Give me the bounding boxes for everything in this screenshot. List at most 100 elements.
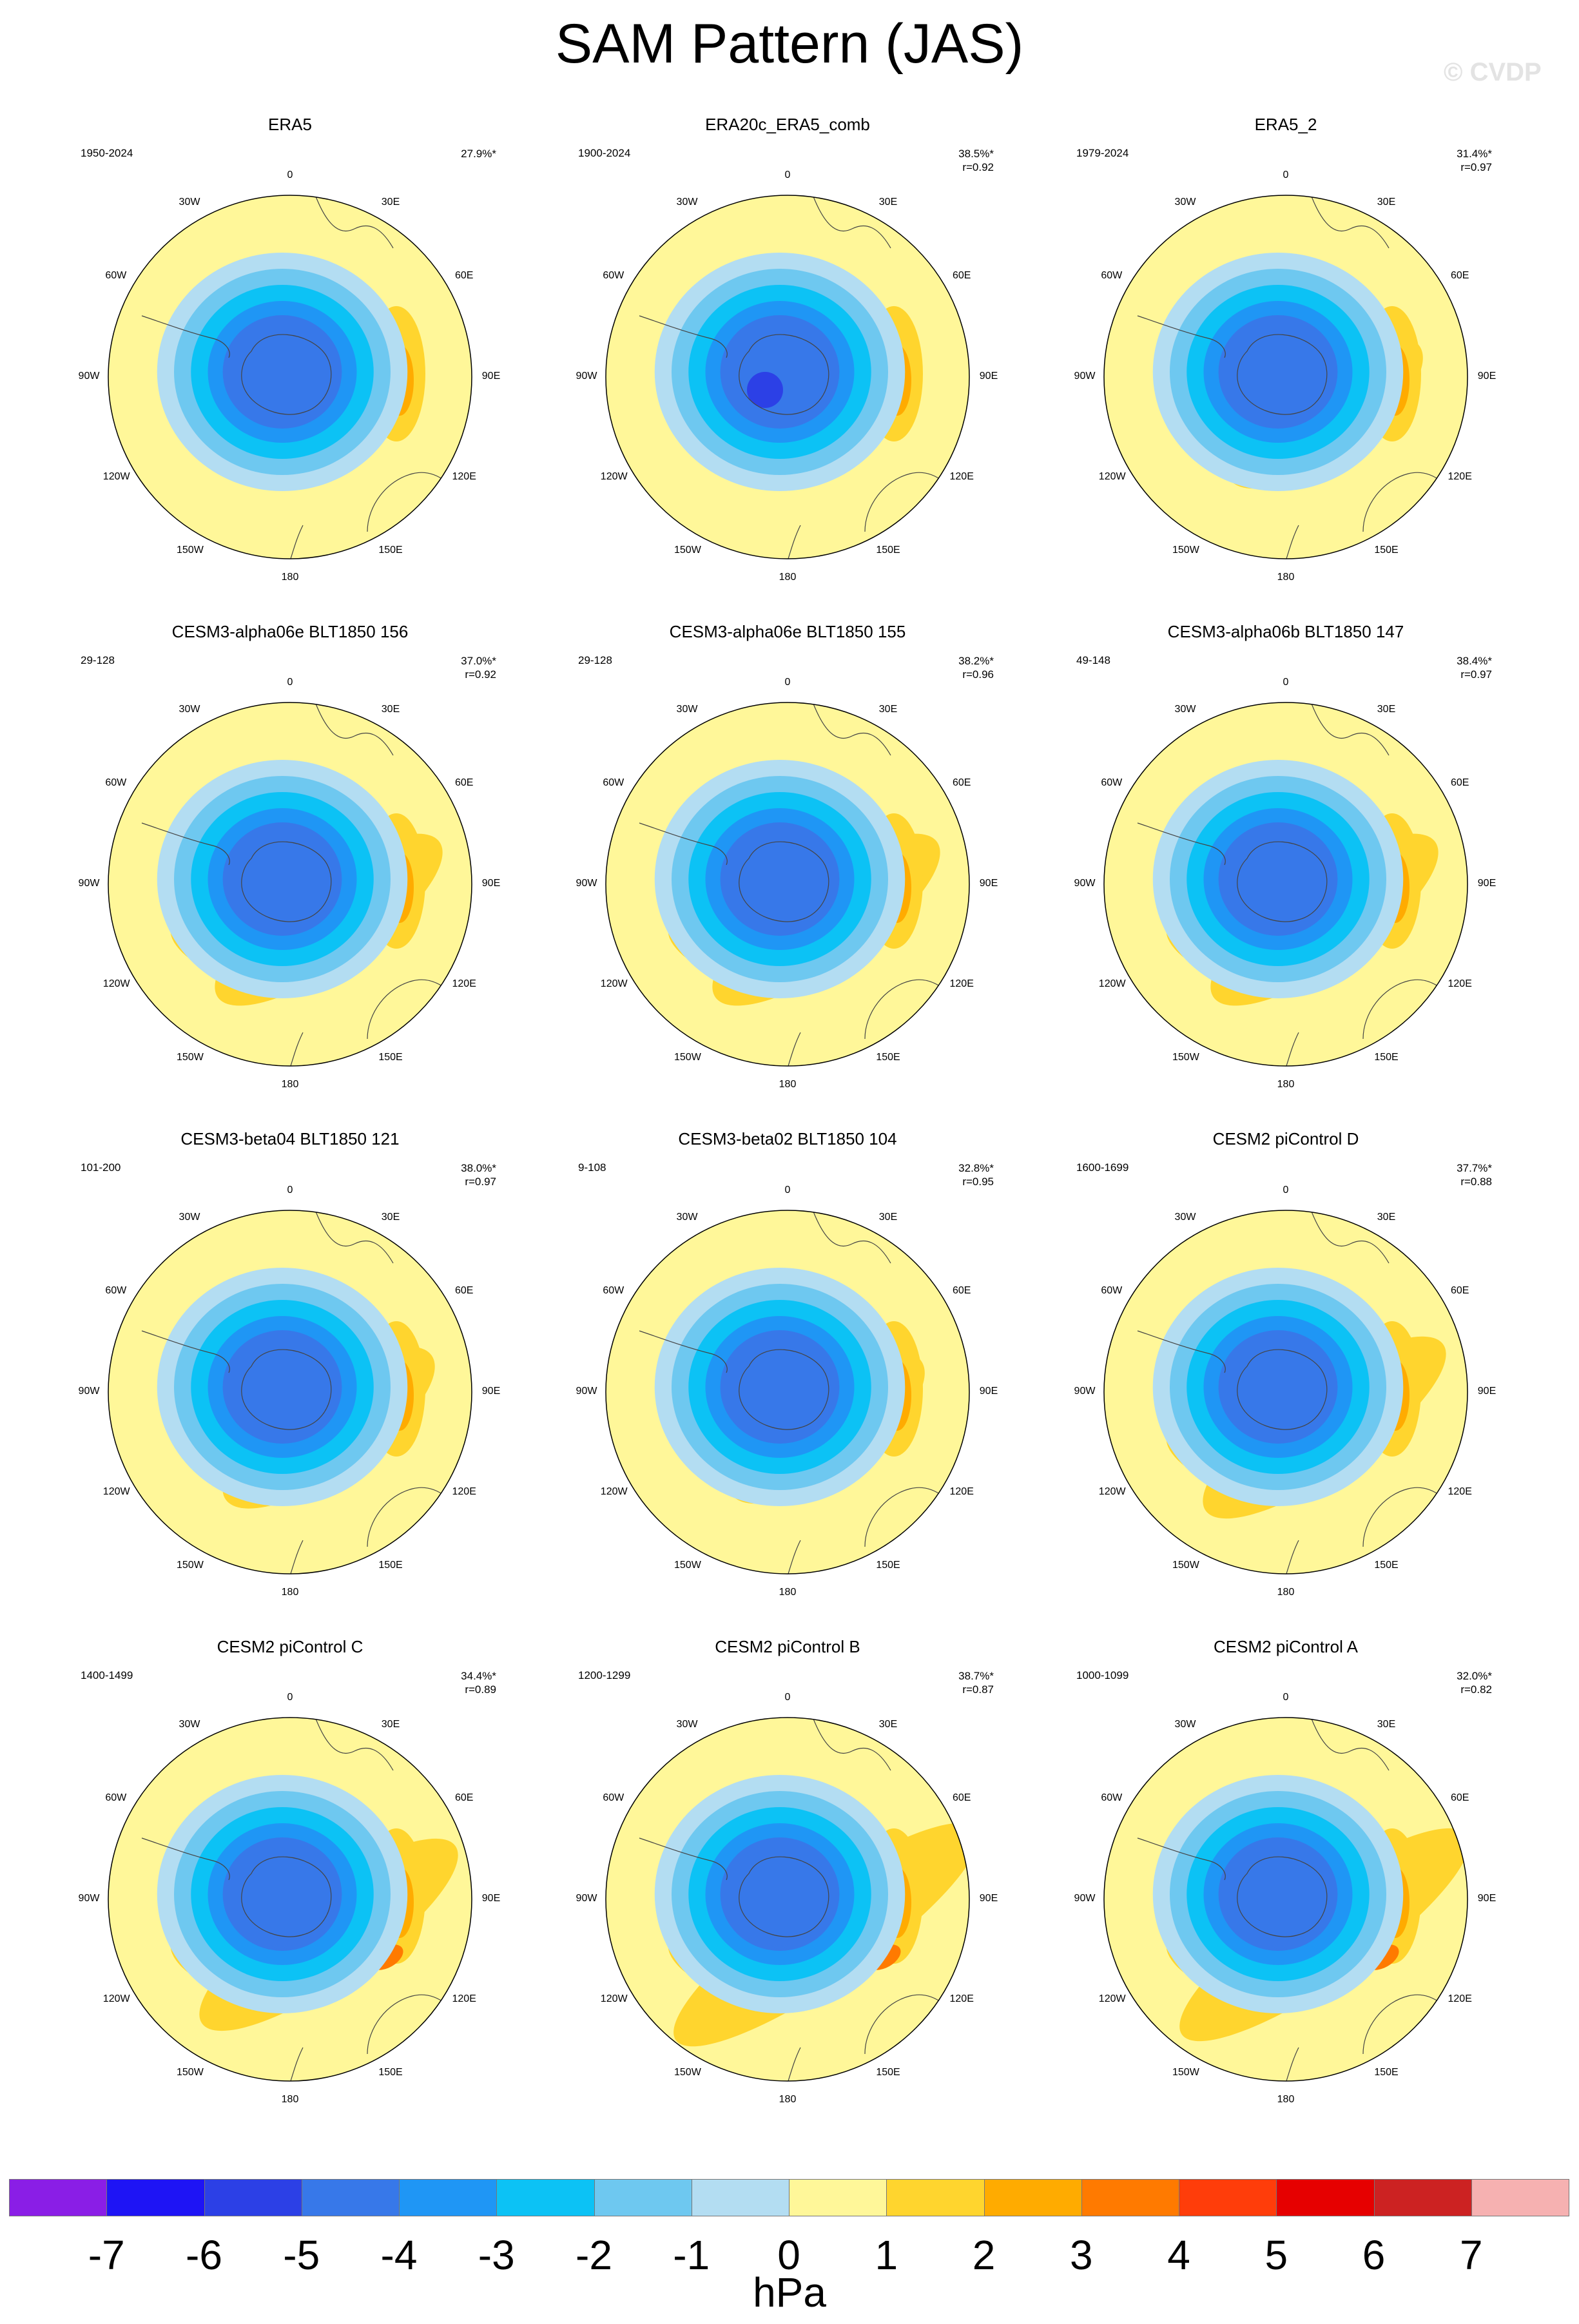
panel-correlation: r=0.82 — [1460, 1683, 1492, 1696]
colorbar-swatch — [594, 2179, 692, 2216]
longitude-label: 60E — [454, 1285, 474, 1296]
longitude-label: 30W — [1174, 1211, 1196, 1223]
negative-anomaly-contour — [222, 1837, 342, 1951]
longitude-label: 90W — [78, 1893, 100, 1904]
antarctica-coastline — [241, 1349, 332, 1430]
colorbar-tick-label: 4 — [1167, 2232, 1190, 2278]
colorbar-tick-label: 3 — [1069, 2232, 1093, 2278]
longitude-label: 90E — [481, 1893, 501, 1904]
longitude-label: 90E — [1477, 878, 1497, 889]
longitude-label: 120E — [452, 471, 476, 482]
map-border — [1103, 195, 1468, 559]
longitude-label: 30W — [1174, 196, 1196, 208]
longitude-label: 60W — [603, 1792, 625, 1803]
longitude-label: 120E — [949, 1993, 974, 2004]
longitude-label: 150W — [674, 2067, 701, 2078]
map-border — [605, 1210, 970, 1574]
polar-map — [605, 195, 970, 559]
africa-coastline — [1311, 703, 1390, 756]
negative-anomaly-contour — [222, 315, 342, 429]
negative-anomaly-contour — [1218, 1330, 1338, 1444]
longitude-label: 60E — [1450, 1792, 1469, 1803]
longitude-label: 30W — [179, 1718, 200, 1730]
longitude-label: 150W — [177, 1560, 204, 1571]
longitude-label: 90W — [78, 371, 100, 382]
longitude-label: 150E — [876, 2067, 900, 2078]
antarctica-coastline — [739, 334, 829, 415]
longitude-label: 0 — [287, 677, 293, 688]
longitude-label: 60W — [603, 777, 625, 788]
africa-coastline — [1311, 1211, 1390, 1264]
longitude-label: 90W — [1074, 878, 1096, 889]
longitude-label: 30W — [179, 196, 200, 208]
longitude-label: 120E — [1448, 471, 1472, 482]
longitude-label: 0 — [784, 677, 791, 688]
map-border — [1103, 1210, 1468, 1574]
longitude-label: 60E — [952, 777, 971, 788]
longitude-label: 60W — [1101, 1285, 1123, 1296]
longitude-label: 90E — [1477, 1893, 1497, 1904]
colorbar-tick-label: -6 — [186, 2232, 222, 2278]
antarctica-coastline — [241, 1856, 332, 1937]
colorbar-swatch — [1276, 2179, 1375, 2216]
colorbar-tick-label: -1 — [673, 2232, 710, 2278]
longitude-label: 30E — [1377, 703, 1396, 715]
longitude-label: 0 — [1283, 1185, 1289, 1196]
longitude-label: 60E — [1450, 1285, 1469, 1296]
colorbar-swatch — [204, 2179, 302, 2216]
longitude-label: 30W — [179, 703, 200, 715]
longitude-label: 30E — [878, 703, 898, 715]
panel-correlation: r=0.92 — [962, 161, 994, 173]
south-america-coastline — [1137, 822, 1226, 866]
negative-anomaly-contour — [720, 1837, 840, 1951]
antarctica-coastline — [1237, 841, 1328, 922]
longitude-label: 180 — [1277, 572, 1295, 583]
south-america-coastline — [639, 1837, 728, 1881]
panel-title: ERA20c_ERA5_comb — [705, 115, 870, 134]
panel-variance: 37.7%* — [1457, 1162, 1492, 1174]
longitude-label: 60E — [952, 270, 971, 281]
new-zealand-coastline — [289, 525, 304, 559]
longitude-label: 60E — [454, 777, 474, 788]
cvdp-watermark: © CVDP — [1444, 58, 1542, 86]
longitude-label: 90W — [78, 878, 100, 889]
colorbar-swatch — [983, 2179, 1082, 2216]
longitude-label: 120W — [1098, 471, 1126, 482]
map-border — [108, 195, 472, 559]
longitude-label: 30E — [381, 1718, 400, 1730]
map-panels: ERA5 1950-2024 27.9%* 0 30E 60E 90E 120E 150E 180… — [78, 115, 1497, 2105]
longitude-label: 150E — [378, 2067, 403, 2078]
panel-years: 1200-1299 — [578, 1669, 631, 1681]
panel-years: 1600-1699 — [1076, 1161, 1129, 1174]
polar-map — [1103, 702, 1468, 1067]
longitude-label: 90E — [979, 878, 998, 889]
panel-variance: 32.0%* — [1457, 1670, 1492, 1682]
longitude-label: 90E — [481, 1386, 501, 1397]
longitude-label: 150W — [674, 1560, 701, 1571]
longitude-label: 150W — [1172, 1560, 1199, 1571]
polar-map — [108, 1210, 472, 1574]
longitude-label: 180 — [779, 1587, 797, 1598]
polar-map — [108, 195, 472, 559]
polar-map — [108, 1717, 472, 2082]
antarctica-coastline — [1237, 334, 1328, 415]
colorbar-tick-label: -2 — [576, 2232, 612, 2278]
panel-correlation: r=0.97 — [465, 1176, 496, 1188]
longitude-label: 180 — [281, 2094, 299, 2105]
longitude-label: 60W — [1101, 777, 1123, 788]
longitude-label: 30W — [676, 1718, 698, 1730]
polar-map — [1103, 195, 1468, 559]
antarctica-coastline — [241, 334, 332, 415]
south-america-coastline — [141, 1330, 230, 1373]
longitude-label: 120W — [1098, 978, 1126, 989]
longitude-label: 0 — [1283, 169, 1289, 180]
longitude-label: 150E — [1374, 1052, 1399, 1063]
antarctica-coastline — [739, 1349, 829, 1430]
map-border — [605, 1717, 970, 2082]
longitude-label: 120E — [452, 1486, 476, 1497]
panel-years: 29-128 — [81, 654, 115, 666]
longitude-label: 150W — [177, 545, 204, 556]
longitude-label: 30W — [1174, 703, 1196, 715]
negative-anomaly-contour — [222, 1330, 342, 1444]
longitude-label: 30E — [1377, 1718, 1396, 1730]
